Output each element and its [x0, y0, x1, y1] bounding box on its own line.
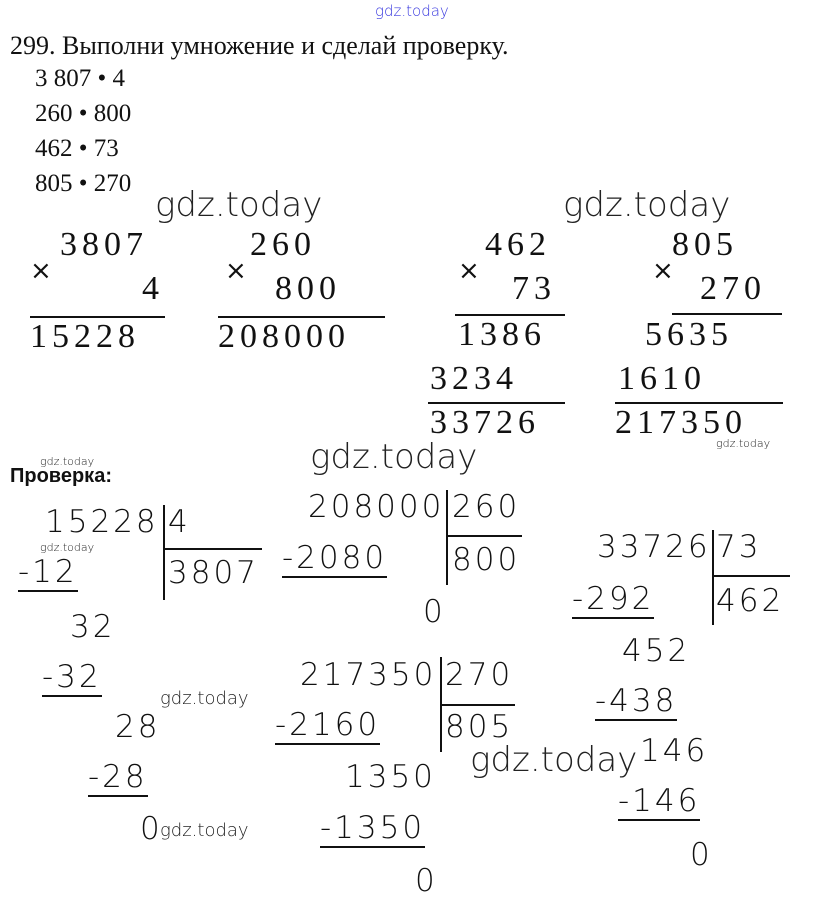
division-bar [440, 704, 515, 706]
result-line [428, 402, 565, 404]
divisor: 4 [168, 504, 191, 540]
times-sign: × [652, 256, 674, 286]
watermark: gdz.today [155, 185, 323, 225]
watermark-top: gdz.today [375, 2, 449, 20]
remainder: 0 [690, 837, 713, 873]
watermark: gdz.today [716, 437, 771, 450]
multiplicand: 805 [672, 226, 738, 263]
remainder: 0 [415, 863, 438, 899]
step: 1350 [345, 759, 436, 795]
dividend: 15228 [45, 504, 159, 540]
division-bar [712, 530, 714, 625]
division-bar [446, 490, 448, 585]
times-sign: × [225, 256, 247, 286]
step: -438 [595, 683, 678, 721]
step: -292 [572, 581, 655, 619]
division-bar [446, 535, 522, 537]
step: 32 [70, 609, 116, 645]
step: -28 [88, 759, 148, 797]
product: 208000 [218, 318, 350, 355]
step: -2080 [282, 540, 388, 578]
step: -12 [18, 554, 78, 592]
remainder: 0 [140, 811, 163, 847]
result-line [455, 314, 565, 316]
multiplicand: 260 [250, 226, 316, 263]
quotient: 3807 [168, 555, 259, 591]
step: 28 [115, 709, 161, 745]
step: -146 [618, 783, 701, 821]
multiplier: 4 [142, 270, 164, 307]
partial-product: 1610 [618, 360, 706, 397]
multiplier: 270 [700, 270, 766, 307]
result-line [218, 316, 385, 318]
step: 146 [640, 733, 709, 769]
step: -32 [42, 659, 102, 697]
watermark: gdz.today [563, 185, 731, 225]
divisor: 270 [445, 657, 514, 693]
watermark: gdz.today [310, 437, 478, 477]
quotient: 800 [452, 542, 521, 578]
multiplicand: 3807 [60, 226, 148, 263]
step: -2160 [275, 707, 381, 745]
multiplicand: 462 [485, 226, 551, 263]
result-line [615, 402, 783, 404]
watermark: gdz.today [40, 541, 95, 554]
partial-product: 3234 [430, 360, 518, 397]
watermark: gdz.today [160, 820, 249, 841]
partial-product: 5635 [645, 316, 733, 353]
expression: 805 • 270 [35, 170, 132, 197]
division-bar [163, 548, 262, 550]
divisor: 73 [716, 529, 762, 565]
division-bar [712, 575, 790, 577]
dividend: 217350 [300, 657, 437, 693]
quotient: 805 [445, 709, 514, 745]
dividend: 208000 [308, 489, 445, 525]
watermark: gdz.today [40, 455, 95, 468]
task-title: 299. Выполни умножение и сделай проверку… [10, 31, 509, 60]
partial-product: 1386 [458, 316, 546, 353]
multiplier: 800 [275, 270, 341, 307]
check-label: Проверка: [10, 465, 112, 487]
times-sign: × [458, 256, 480, 286]
result-line [30, 316, 165, 318]
times-sign: × [30, 256, 52, 286]
expression: 3 807 • 4 [35, 65, 126, 92]
multiplier: 73 [512, 270, 556, 307]
division-bar [163, 505, 165, 600]
expression: 462 • 73 [35, 135, 119, 162]
watermark: gdz.today [470, 740, 638, 780]
product: 33726 [430, 404, 540, 441]
product: 217350 [615, 404, 747, 441]
product: 15228 [30, 318, 140, 355]
watermark: gdz.today [160, 688, 249, 709]
expression: 260 • 800 [35, 100, 132, 127]
result-line [672, 313, 782, 315]
dividend: 33726 [597, 529, 711, 565]
remainder: 0 [423, 594, 446, 630]
divisor: 260 [452, 489, 521, 525]
quotient: 462 [716, 583, 785, 619]
step: -1350 [320, 810, 426, 848]
step: 452 [622, 633, 691, 669]
